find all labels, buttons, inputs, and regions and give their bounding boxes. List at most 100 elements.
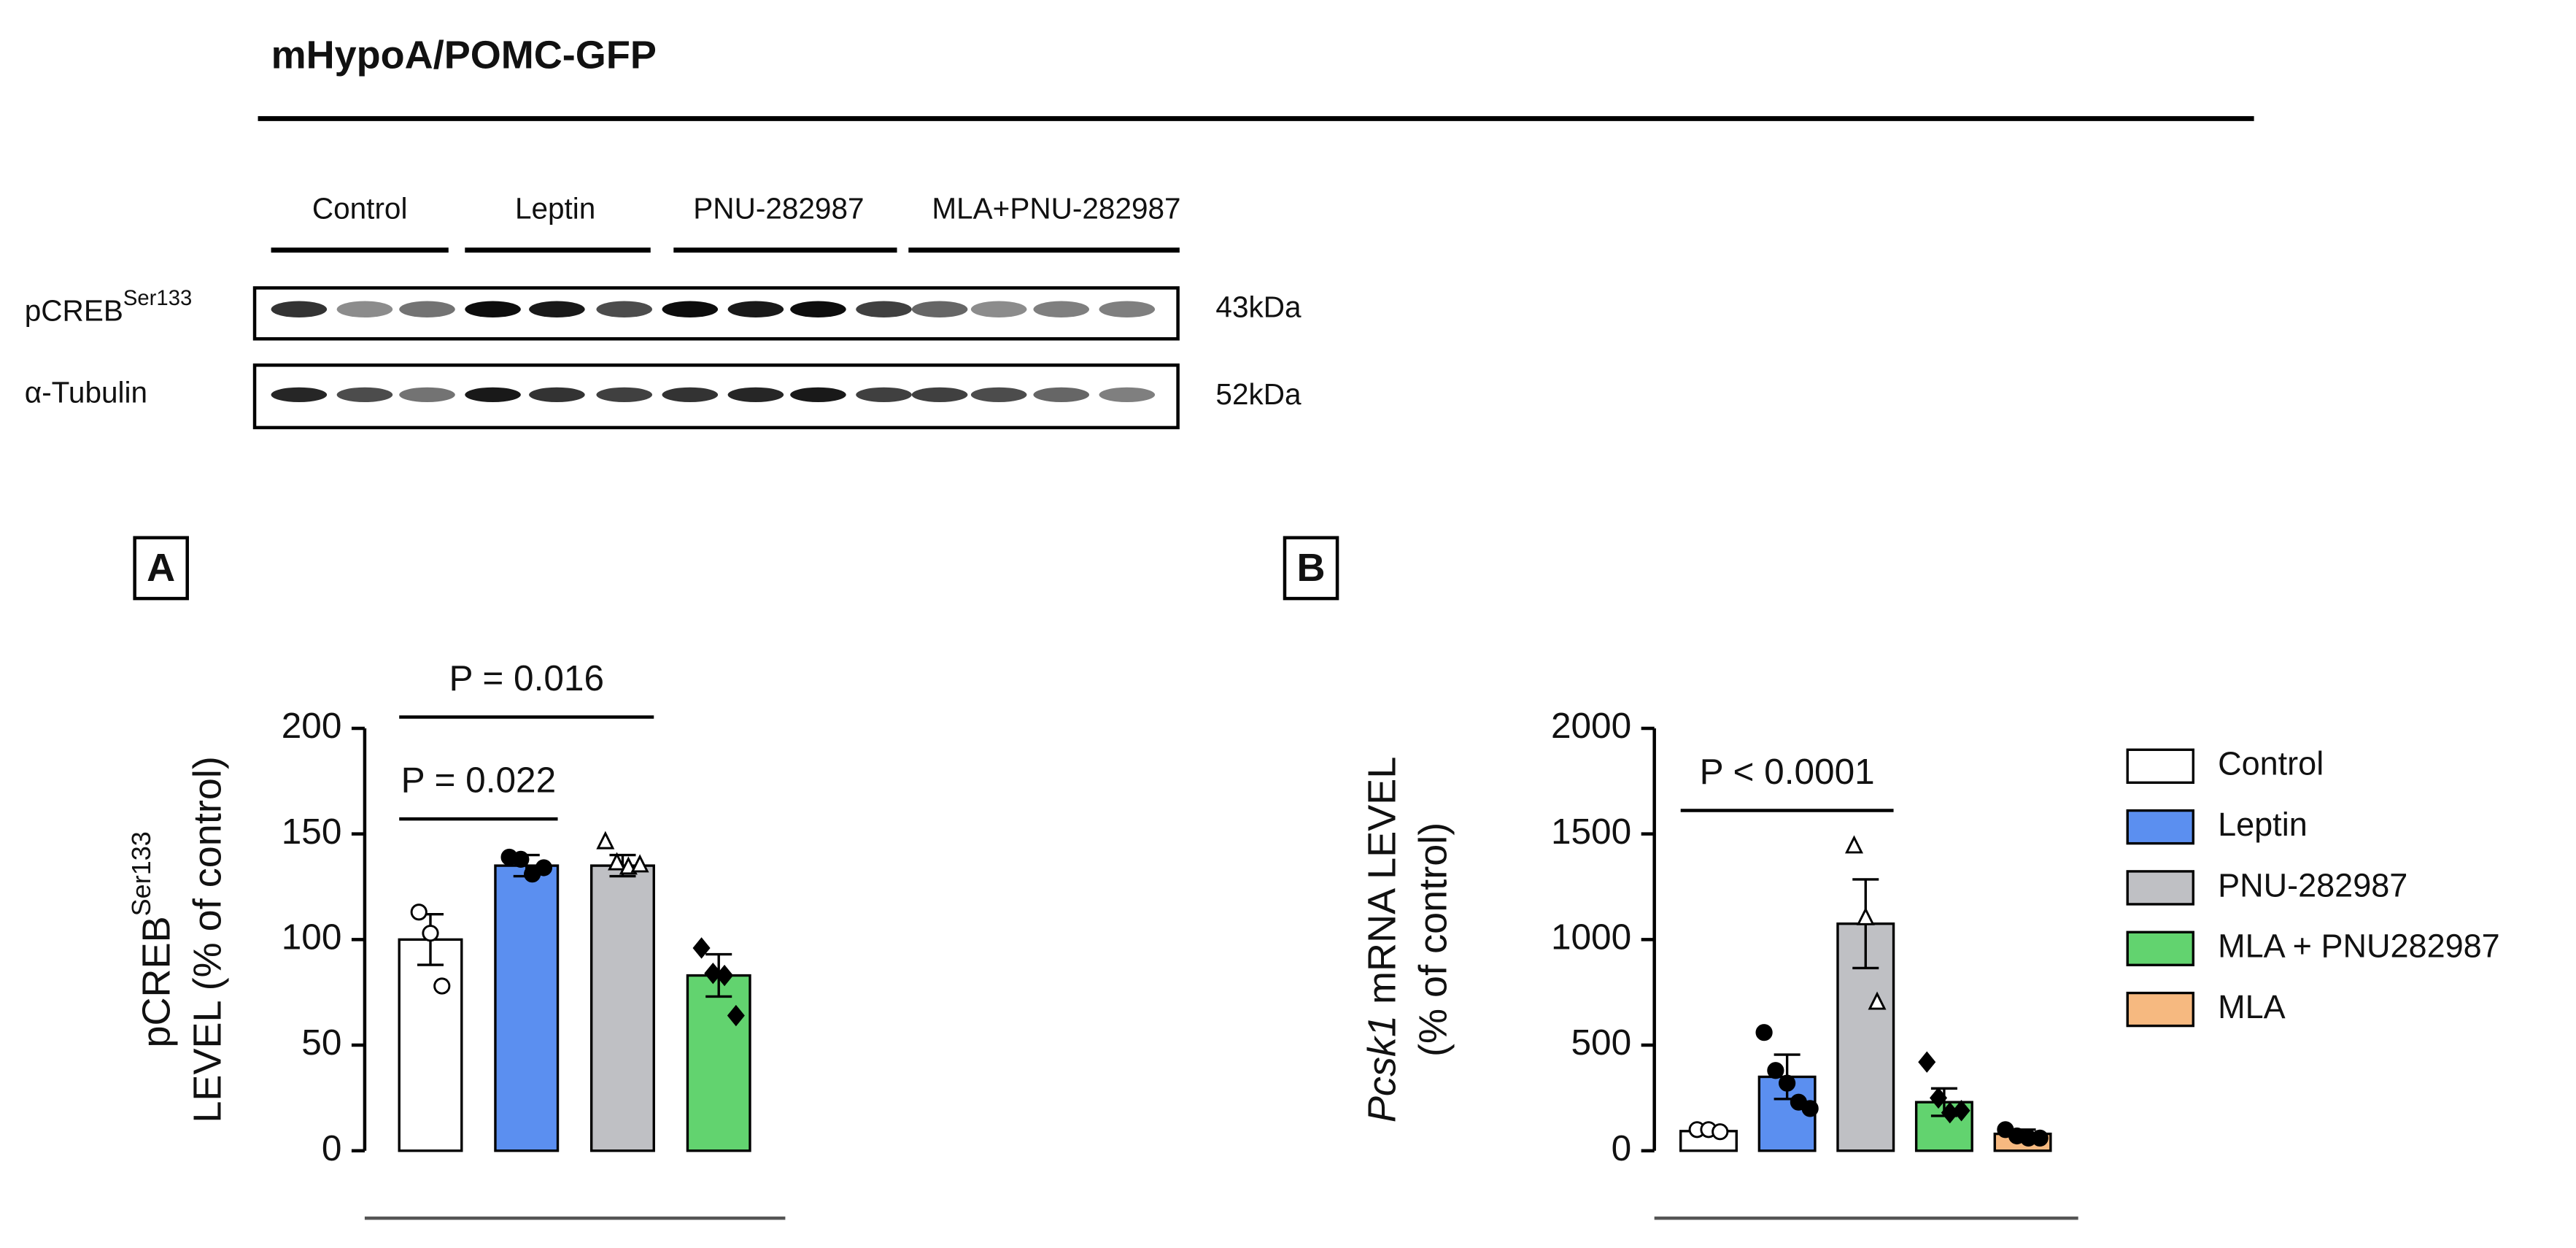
blot-band (399, 301, 455, 318)
blot-row-label: pCREBSer133 (25, 287, 192, 327)
blot-band (970, 301, 1027, 318)
data-point (1868, 991, 1887, 1010)
y-label-main: mRNA LEVEL (1361, 757, 1404, 1015)
significance-label: P < 0.0001 (1700, 752, 1875, 792)
data-point (1801, 1100, 1819, 1117)
figure-title: mHypoA/POMC-GFP (271, 33, 657, 77)
blot-band (271, 301, 328, 318)
data-point (704, 962, 722, 985)
bar (686, 974, 751, 1152)
blot-band (727, 387, 784, 402)
blot-band (727, 301, 784, 318)
legend-label: Control (2218, 745, 2324, 782)
blot-band (856, 387, 912, 402)
data-point (1711, 1123, 1729, 1141)
blot-band (271, 387, 328, 402)
blot-band (911, 387, 968, 402)
blot-group-label: MLA+PNU-282987 (932, 191, 1180, 225)
data-point (410, 904, 428, 921)
legend-swatch (2126, 991, 2194, 1028)
data-point (692, 937, 711, 959)
blot-group-label: PNU-282987 (693, 191, 864, 225)
legend-label: MLA + PNU282987 (2218, 928, 2500, 965)
data-point (1856, 906, 1875, 925)
blot-group-label: Leptin (515, 191, 595, 225)
blot-row-label: α-Tubulin (25, 376, 147, 409)
blot-band (596, 387, 653, 402)
panel-label: A (147, 546, 175, 590)
y-tick-label: 150 (282, 812, 342, 852)
data-point (1767, 1062, 1784, 1079)
data-point (1755, 1024, 1773, 1041)
data-point (716, 964, 734, 987)
data-point (619, 856, 638, 875)
data-point (608, 852, 627, 871)
blot-band (1099, 387, 1156, 402)
y-tick-label: 50 (301, 1022, 341, 1063)
blot-row-label: pCREB (25, 293, 123, 327)
bar (589, 864, 655, 1152)
data-point (512, 850, 530, 868)
y-label-italic: Pcsk1 (1361, 1015, 1404, 1122)
blot-band (856, 301, 912, 318)
y-label-main: pCREB (135, 916, 179, 1047)
legend-label: PNU-282987 (2218, 866, 2407, 904)
legend-swatch (2126, 748, 2194, 784)
blot-row-sup: Ser133 (123, 287, 192, 310)
y-tick-label: 1000 (1551, 917, 1631, 957)
y-label-sup: Ser133 (125, 831, 155, 916)
blot-band (1099, 301, 1156, 318)
y-tick-label: 100 (282, 917, 342, 957)
y-axis-label: LEVEL (% of control) (186, 756, 230, 1123)
y-tick-label: 200 (282, 706, 342, 746)
legend-swatch (2126, 931, 2194, 966)
blot-band (465, 301, 521, 318)
blot-band (529, 387, 585, 402)
data-point (1845, 835, 1864, 854)
blot-band (529, 301, 585, 318)
legend-label: Leptin (2218, 806, 2308, 843)
data-point (1952, 1100, 1970, 1122)
panel-box (133, 536, 189, 601)
legend-swatch (2126, 870, 2194, 906)
significance-label: P = 0.016 (449, 658, 604, 698)
data-point (433, 977, 451, 995)
y-tick-label: 500 (1571, 1022, 1631, 1063)
blot-band (336, 387, 393, 402)
blot-band (596, 301, 653, 318)
data-point (1779, 1074, 1796, 1092)
blot-band (662, 387, 719, 402)
data-point (1930, 1087, 1948, 1109)
y-tick-label: 1500 (1551, 812, 1631, 852)
blot-band (399, 387, 455, 402)
data-point (1918, 1051, 1936, 1073)
data-point (2031, 1129, 2049, 1147)
blot-band (790, 301, 846, 318)
blot-band (662, 301, 719, 318)
panel-label: B (1297, 546, 1326, 590)
y-tick-label: 2000 (1551, 706, 1631, 746)
y-axis-label: pCREBSer133 (125, 831, 178, 1047)
blot-box (252, 286, 1180, 341)
blot-bands (271, 301, 1156, 402)
blot-band (970, 387, 1027, 402)
bar (494, 864, 560, 1152)
blot-kda: 52kDa (1215, 377, 1301, 411)
blot-band (465, 387, 521, 402)
blot-band (336, 301, 393, 318)
y-tick-label: 0 (1612, 1128, 1632, 1168)
y-axis-label: (% of control) (1411, 823, 1455, 1057)
blot-band (911, 301, 968, 318)
data-point (596, 831, 615, 850)
y-tick-label: 0 (322, 1128, 342, 1168)
blot-band (1033, 387, 1090, 402)
blot-band (790, 387, 846, 402)
data-point (422, 925, 439, 942)
blot-kda: 43kDa (1215, 290, 1301, 323)
data-point (535, 859, 552, 877)
bar (398, 938, 463, 1152)
panel-box (1283, 536, 1339, 601)
significance-label: P = 0.022 (401, 760, 557, 801)
data-point (727, 1004, 745, 1027)
